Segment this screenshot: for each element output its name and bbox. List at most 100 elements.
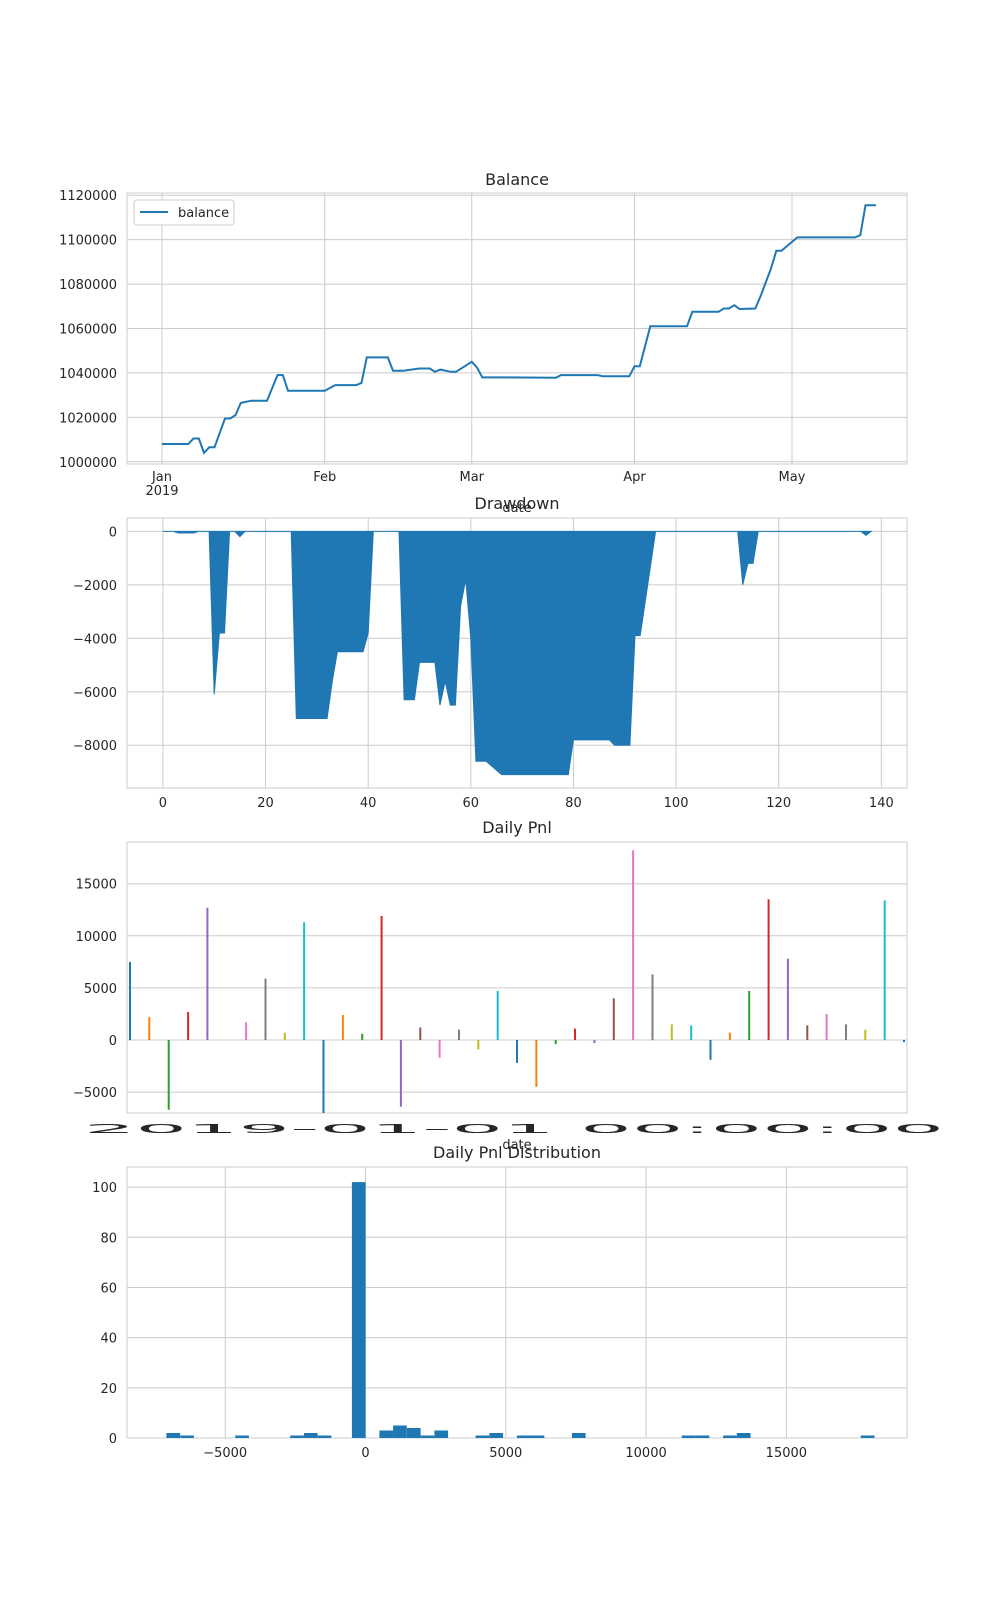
x-tick-label-year: 2019 bbox=[145, 484, 178, 499]
pnl-bar bbox=[554, 1040, 557, 1045]
pnl-bar bbox=[419, 1027, 422, 1040]
pnl-distribution-chart: Daily Pnl Distribution −5000 0 5000 10000 15… bbox=[92, 1143, 908, 1461]
y-tick-label: 60 bbox=[100, 1281, 117, 1296]
x-tick-label: 140 bbox=[869, 796, 894, 811]
drawdown-chart: Drawdown 0 20 40 60 80 100 120 140 0 −2000 −4000 −6… bbox=[73, 494, 908, 811]
x-tick-label: 10000 bbox=[625, 1446, 666, 1461]
pnl-bar bbox=[264, 978, 267, 1040]
y-tick-label: 1000000 bbox=[59, 456, 117, 471]
pnl-bar bbox=[341, 1015, 344, 1040]
y-tick-label: 1080000 bbox=[59, 278, 117, 293]
histogram-bar bbox=[681, 1435, 696, 1438]
histogram-bar bbox=[406, 1428, 421, 1438]
daily-pnl-chart-xlabel: date bbox=[502, 1138, 531, 1153]
histogram-bar bbox=[736, 1433, 751, 1438]
y-tick-label: 40 bbox=[100, 1332, 117, 1347]
y-tick-label: −5000 bbox=[73, 1086, 117, 1101]
histogram-bar bbox=[434, 1430, 449, 1438]
pnl-bar bbox=[651, 974, 654, 1041]
pnl-bar bbox=[709, 1040, 712, 1060]
y-tick-label: 0 bbox=[109, 1034, 117, 1049]
daily-pnl-chart-title: Daily Pnl bbox=[482, 818, 552, 837]
balance-chart-xlabel: date bbox=[502, 501, 531, 516]
pnl-bar bbox=[767, 899, 770, 1040]
pnl-bar bbox=[322, 1040, 325, 1113]
balance-line bbox=[162, 204, 876, 455]
x-tick-label: 5000 bbox=[489, 1446, 522, 1461]
x-tick-label: May bbox=[779, 470, 806, 485]
pnl-bar bbox=[283, 1032, 286, 1040]
y-tick-label: 1040000 bbox=[59, 367, 117, 382]
histogram-bar bbox=[571, 1433, 586, 1438]
histogram-bar bbox=[317, 1435, 332, 1438]
pnl-bar bbox=[129, 961, 131, 1041]
x-tick-label: 40 bbox=[360, 796, 377, 811]
pnl-bar bbox=[148, 1017, 151, 1040]
y-tick-label: 1100000 bbox=[59, 234, 117, 249]
x-tick-label: 60 bbox=[463, 796, 480, 811]
x-tick-label: 15000 bbox=[766, 1446, 807, 1461]
pnl-bar bbox=[245, 1022, 248, 1040]
pnl-bar bbox=[535, 1040, 538, 1087]
daily-pnl-chart: Daily Pnl −5000 0 5000 10000 15000 2019-01-0… bbox=[73, 818, 944, 1153]
pnl-bar bbox=[864, 1029, 867, 1040]
pnl-bar bbox=[574, 1028, 576, 1041]
x-tick-label: Jan bbox=[151, 470, 172, 485]
pnl-bar bbox=[786, 958, 789, 1040]
y-tick-label: −2000 bbox=[73, 579, 117, 594]
x-tick-label: 0 bbox=[361, 1446, 369, 1461]
histogram-bar bbox=[303, 1433, 318, 1438]
y-tick-label: 1120000 bbox=[59, 189, 117, 204]
histogram-bar bbox=[723, 1435, 737, 1438]
pnl-bar bbox=[748, 991, 751, 1040]
pnl-bar bbox=[167, 1040, 170, 1110]
pnl-bar bbox=[438, 1040, 441, 1058]
x-tick-label: 120 bbox=[766, 796, 791, 811]
balance-chart-title: Balance bbox=[485, 170, 549, 189]
y-tick-label: 10000 bbox=[76, 930, 117, 945]
daily-pnl-xtick-labels: 2019-01-01 00:00:00 bbox=[84, 1122, 944, 1136]
x-tick-label: 100 bbox=[664, 796, 689, 811]
histogram-bar bbox=[180, 1435, 194, 1438]
histogram-bar bbox=[166, 1433, 181, 1438]
histogram-bar bbox=[516, 1435, 531, 1438]
pnl-bar bbox=[206, 907, 209, 1041]
pnl-bar bbox=[496, 991, 499, 1040]
pnl-bar bbox=[516, 1040, 518, 1063]
pnl-bar bbox=[380, 916, 383, 1040]
y-tick-label: 5000 bbox=[84, 982, 117, 997]
pnl-bar bbox=[728, 1032, 731, 1040]
pnl-bar bbox=[458, 1029, 460, 1040]
histogram-bar bbox=[235, 1435, 249, 1438]
pnl-bar bbox=[303, 922, 306, 1041]
drawdown-area bbox=[162, 530, 873, 776]
histogram-bar bbox=[379, 1430, 394, 1438]
histogram-bar bbox=[393, 1425, 407, 1438]
y-tick-label: 100 bbox=[92, 1181, 117, 1196]
pnl-bar bbox=[632, 850, 635, 1040]
pnl-bar bbox=[825, 1014, 828, 1041]
pnl-bar bbox=[593, 1040, 596, 1044]
y-tick-label: 0 bbox=[109, 525, 117, 540]
pnl-distribution-chart-title: Daily Pnl Distribution bbox=[433, 1143, 601, 1162]
histogram-bar bbox=[530, 1435, 545, 1438]
x-tick-label: Mar bbox=[459, 470, 484, 485]
histogram-bar bbox=[695, 1435, 710, 1438]
legend-entry-balance: balance bbox=[178, 206, 229, 221]
pnl-bar bbox=[903, 1040, 905, 1043]
histogram-bar bbox=[290, 1435, 304, 1438]
pnl-bar bbox=[477, 1040, 480, 1050]
x-tick-label: −5000 bbox=[203, 1446, 247, 1461]
x-tick-label: Apr bbox=[623, 470, 646, 485]
histogram-bar bbox=[475, 1435, 490, 1438]
histogram-bar bbox=[351, 1182, 366, 1438]
histogram-bar bbox=[860, 1435, 875, 1438]
x-tick-label: 20 bbox=[257, 796, 274, 811]
x-tick-label: 0 bbox=[159, 796, 167, 811]
pnl-bar bbox=[612, 998, 615, 1040]
y-tick-label: 80 bbox=[100, 1231, 117, 1246]
pnl-bar bbox=[399, 1040, 402, 1107]
y-tick-label: 1020000 bbox=[59, 411, 117, 426]
